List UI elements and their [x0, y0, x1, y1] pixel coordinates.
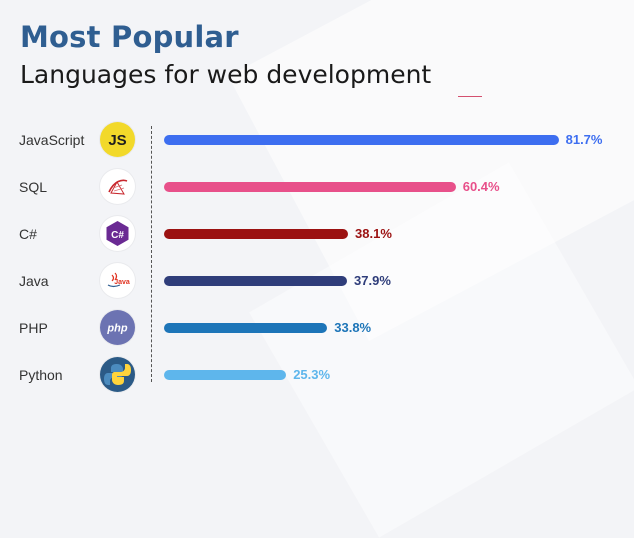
- chart-row: Python 25.3%: [0, 355, 634, 395]
- bar: [164, 135, 559, 145]
- svg-text:php: php: [106, 323, 127, 335]
- bar: [164, 370, 287, 380]
- svg-text:JS: JS: [108, 132, 126, 149]
- value-label: 38.1%: [355, 226, 392, 241]
- chart-row: C# C# 38.1%: [0, 214, 634, 254]
- bar: [164, 276, 348, 286]
- javascript-icon: JS: [100, 122, 135, 157]
- chart-row: JavaScript JS 81.7%: [0, 120, 634, 160]
- value-label: 25.3%: [293, 367, 331, 382]
- chart-axis-line: [151, 126, 152, 382]
- value-label: 37.9%: [354, 273, 391, 288]
- value-label: 81.7%: [565, 132, 603, 147]
- sql-icon: [100, 169, 135, 204]
- python-icon: [100, 357, 135, 392]
- category-label: Java: [19, 273, 49, 289]
- subtitle-accent-underline: [458, 96, 482, 97]
- category-label: JavaScript: [19, 132, 85, 148]
- category-label: SQL: [19, 179, 48, 195]
- category-label: PHP: [19, 320, 48, 336]
- chart-subtitle: Languages for web development: [20, 60, 432, 89]
- chart-row: SQL 60.4%: [0, 167, 634, 207]
- svg-text:Java: Java: [114, 279, 130, 286]
- csharp-icon: C#: [100, 216, 135, 251]
- chart-title: Most Popular: [20, 20, 239, 54]
- java-icon: Java: [100, 263, 135, 298]
- bar: [164, 182, 456, 192]
- category-label: C#: [19, 226, 37, 242]
- category-label: Python: [19, 367, 63, 383]
- svg-text:C#: C#: [111, 230, 124, 241]
- php-icon: php: [100, 310, 135, 345]
- value-label: 33.8%: [334, 320, 372, 335]
- chart-row: PHP php 33.8%: [0, 308, 634, 348]
- chart-row: Java Java 37.9%: [0, 261, 634, 301]
- value-label: 60.4%: [462, 179, 500, 194]
- bar: [164, 229, 349, 239]
- bar: [164, 323, 328, 333]
